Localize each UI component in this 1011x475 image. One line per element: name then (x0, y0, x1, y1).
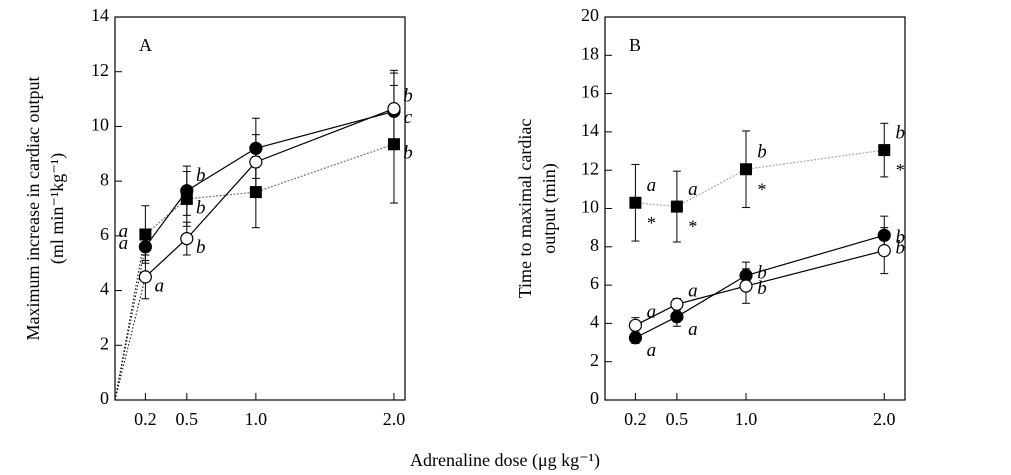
data-point (180, 184, 194, 198)
series-line (635, 149, 885, 208)
y-tick-label: 0 (590, 388, 599, 408)
y-axis-label: Time to maximal cardiac (515, 119, 535, 299)
y-axis-label: output (min) (539, 163, 560, 254)
y-tick-label: 14 (91, 5, 109, 25)
data-point (628, 331, 643, 345)
x-tick-label: 0.2 (624, 409, 647, 429)
data-point (628, 318, 643, 332)
y-tick-label: 8 (100, 169, 109, 189)
significance-label: b (896, 227, 906, 248)
significance-label: c (404, 107, 413, 128)
y-tick-label: 6 (590, 273, 599, 293)
significance-label: a (119, 221, 129, 242)
y-tick-label: 4 (590, 312, 599, 332)
significance-flag: * (647, 213, 656, 233)
x-tick-label: 2.0 (873, 409, 896, 429)
y-tick-label: 6 (100, 224, 109, 244)
y-tick-label: 14 (581, 120, 599, 140)
significance-flag: * (758, 179, 767, 199)
data-point (138, 270, 152, 284)
significance-label: a (119, 233, 129, 254)
significance-label: b (757, 278, 767, 299)
data-point (387, 102, 401, 116)
data-point (670, 297, 684, 311)
x-tick-label: 1.0 (735, 409, 758, 429)
data-point (670, 200, 683, 213)
data-point (138, 240, 152, 254)
x-tick-label: 0.2 (134, 409, 157, 429)
data-point (740, 163, 753, 176)
origin-line (114, 276, 146, 401)
x-tick-label: 2.0 (383, 409, 406, 429)
data-point (739, 279, 753, 293)
y-axis-label: Maximum increase in cardiac output (23, 77, 43, 341)
data-point (180, 231, 194, 246)
y-tick-label: 12 (581, 158, 599, 178)
x-tick-label: 0.5 (666, 409, 689, 429)
data-point (877, 244, 891, 258)
x-tick-label: 0.5 (176, 409, 199, 429)
y-tick-label: 12 (91, 60, 109, 80)
y-tick-label: 2 (590, 350, 599, 370)
y-tick-label: 16 (581, 82, 599, 102)
significance-label: b (403, 143, 413, 164)
significance-label: b (196, 237, 206, 258)
significance-label: b (196, 165, 206, 186)
significance-label: a (647, 175, 657, 196)
panel-label: B (629, 35, 641, 55)
significance-label: b (896, 122, 906, 143)
significance-label: b (196, 197, 206, 218)
significance-label: a (155, 275, 165, 296)
significance-label: a (688, 179, 698, 200)
x-axis-label: Adrenaline dose (μg kg⁻¹) (410, 450, 600, 471)
y-tick-label: 10 (91, 115, 109, 135)
origin-line (114, 246, 146, 401)
significance-flag: * (896, 160, 905, 180)
y-tick-label: 18 (581, 43, 599, 63)
series-line (144, 108, 395, 278)
significance-flag: * (688, 217, 697, 237)
series-line (144, 143, 395, 235)
significance-label: b (757, 142, 767, 163)
plot-frame (114, 16, 406, 401)
data-point (670, 310, 684, 324)
y-tick-label: 20 (581, 5, 599, 25)
y-tick-label: 4 (100, 279, 109, 299)
data-point (878, 144, 891, 157)
panel-label: A (139, 35, 152, 55)
y-tick-label: 8 (590, 235, 599, 255)
y-tick-label: 10 (581, 197, 599, 217)
significance-label: a (688, 319, 698, 340)
significance-label: b (757, 262, 767, 283)
y-tick-label: 0 (100, 388, 109, 408)
data-point (249, 155, 263, 169)
y-axis-label: (ml min⁻¹kg⁻¹) (47, 153, 68, 264)
significance-label: b (403, 86, 413, 107)
significance-label: a (647, 340, 657, 361)
series-line (144, 110, 395, 248)
y-tick-label: 2 (100, 333, 109, 353)
significance-label: a (688, 281, 698, 302)
series-line (635, 234, 885, 339)
significance-label: b (896, 238, 906, 259)
series-line (635, 250, 885, 326)
significance-label: a (647, 302, 657, 323)
x-tick-label: 1.0 (245, 409, 268, 429)
data-point (629, 196, 642, 209)
